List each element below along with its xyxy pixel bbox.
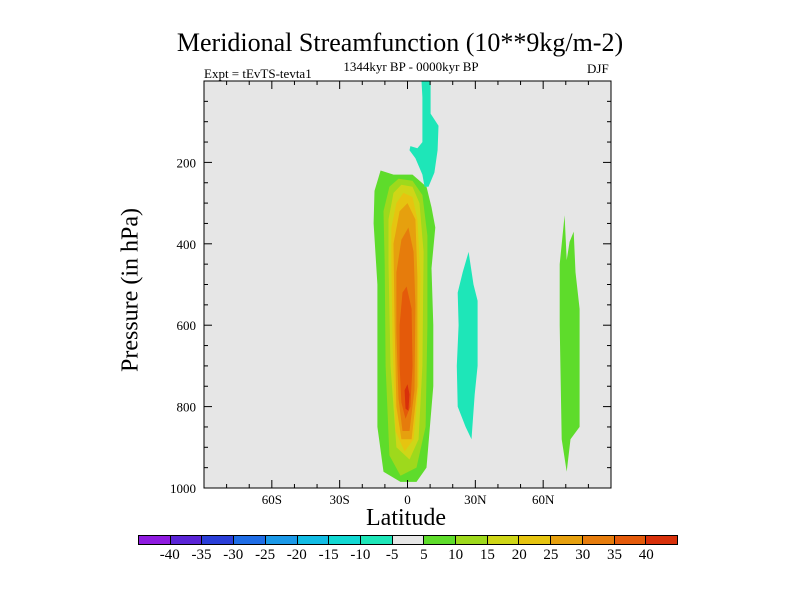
x-tick-label: 30N <box>464 492 487 507</box>
colorbar-label: 35 <box>607 547 622 563</box>
y-axis-label: Pressure (in hPa) <box>117 208 144 372</box>
x-tick-label: 0 <box>404 492 411 507</box>
y-tick-label: 1000 <box>170 481 196 496</box>
colorbar-label: -25 <box>255 547 276 563</box>
colorbar-swatch <box>139 536 171 544</box>
colorbar-swatch <box>329 536 361 544</box>
colorbar-label: 20 <box>511 547 527 563</box>
colorbar-label: -10 <box>350 547 371 563</box>
experiment-label: Expt = tEvTS-tevta1 <box>204 66 312 81</box>
contour-region-main-cell-core-40 <box>404 384 410 411</box>
colorbar-swatch <box>487 536 520 544</box>
colorbar-swatch <box>582 536 615 544</box>
colorbar-label: 10 <box>448 547 464 563</box>
colorbar-swatch <box>170 536 203 544</box>
colorbar-swatch <box>392 536 425 544</box>
colorbar-label: -30 <box>223 547 244 563</box>
contour-region-tropical-cell-neg <box>456 251 478 440</box>
colorbar-swatch <box>234 536 266 544</box>
colorbar-label: 15 <box>479 547 495 563</box>
colorbar-swatch <box>297 536 330 544</box>
colorbar <box>138 535 678 545</box>
x-tick-label: 30S <box>330 492 350 507</box>
colorbar-swatch <box>646 536 677 544</box>
colorbar-swatch <box>614 536 647 544</box>
contour-region-main-cell-35to40 <box>399 286 413 419</box>
x-axis-label: Latitude <box>366 505 446 531</box>
colorbar-label: 30 <box>575 547 591 563</box>
y-tick-label: 800 <box>177 400 197 415</box>
period-label: 1344kyr BP - 0000kyr BP <box>343 59 479 74</box>
axes-layer: 60S 30S 0 30N 60N 200 400 600 800 1000 <box>170 80 612 507</box>
colorbar-label: 5 <box>420 547 428 563</box>
season-label: DJF <box>587 61 609 76</box>
colorbar-label: -15 <box>318 547 339 563</box>
y-tick-label: 200 <box>177 155 197 170</box>
colorbar-label: -35 <box>191 547 212 563</box>
contour-fills-layer <box>373 81 580 482</box>
colorbar-swatch <box>424 536 457 544</box>
colorbar-swatch <box>519 536 552 544</box>
colorbar-swatch <box>202 536 235 544</box>
colorbar-label: -40 <box>159 547 180 563</box>
y-tick-label: 400 <box>177 237 197 252</box>
y-tick-label: 600 <box>177 318 197 333</box>
contour-region-equatorial-plume-neg <box>409 81 439 187</box>
colorbar-label: -20 <box>286 547 307 563</box>
contour-region-high-lat-cell-pos <box>559 215 580 472</box>
colorbar-swatch <box>360 536 393 544</box>
x-tick-label: 60N <box>532 492 555 507</box>
colorbar-label: -5 <box>385 547 399 563</box>
x-tick-label: 60S <box>262 492 282 507</box>
chart-title: Meridional Streamfunction (10**9kg/m-2) <box>176 28 624 57</box>
colorbar-swatch <box>265 536 298 544</box>
colorbar-label: 25 <box>543 547 559 563</box>
colorbar-label: 40 <box>638 547 654 563</box>
colorbar-swatch <box>456 536 488 544</box>
colorbar-swatch <box>551 536 583 544</box>
colorbar-labels: -40 -35 -30 -25 -20 -15 -10 -5 5 10 15 20 25 30 35 40 <box>138 547 678 567</box>
